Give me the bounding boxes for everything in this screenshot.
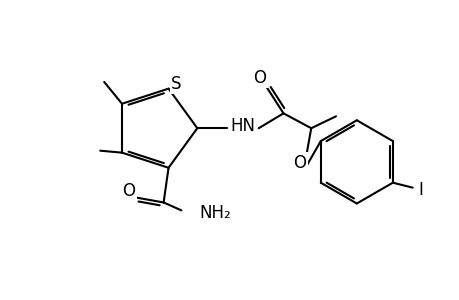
Text: O: O <box>252 69 266 87</box>
Text: NH₂: NH₂ <box>199 204 230 222</box>
Text: HN: HN <box>230 117 255 135</box>
Text: O: O <box>122 182 135 200</box>
Text: O: O <box>292 154 305 172</box>
Text: I: I <box>417 181 422 199</box>
Text: S: S <box>171 75 181 93</box>
